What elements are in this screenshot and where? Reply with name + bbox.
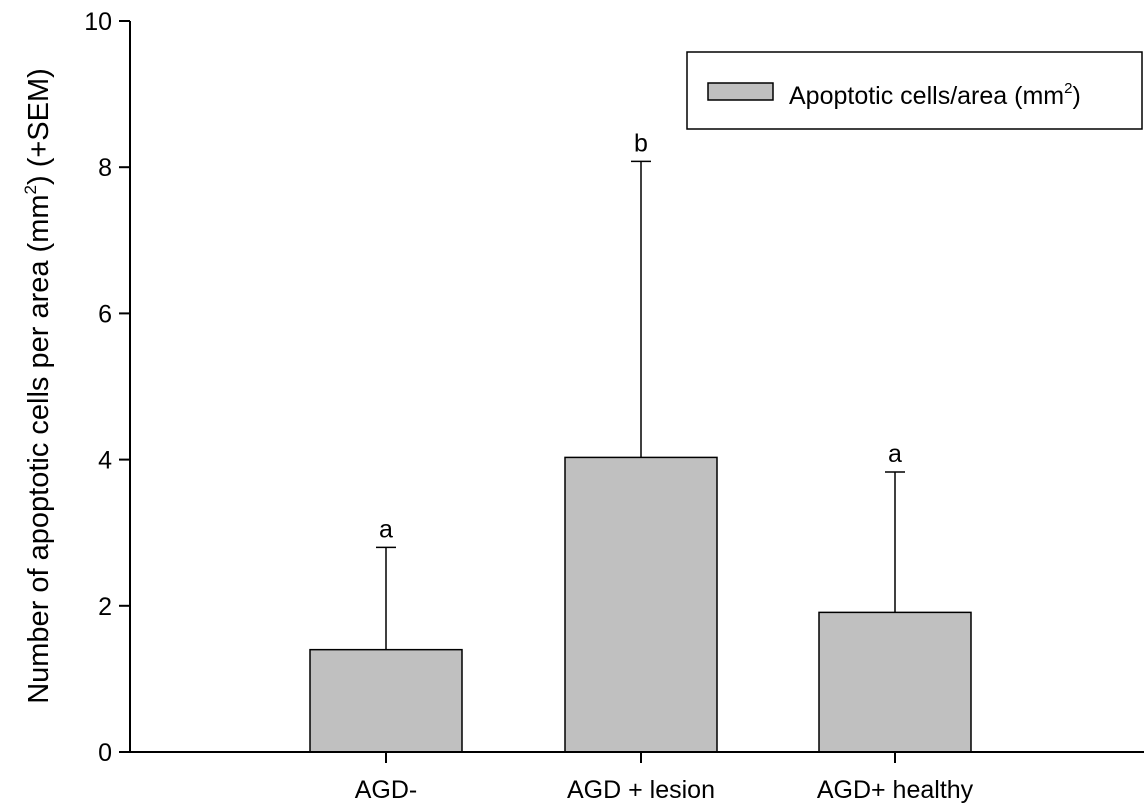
y-tick-label: 10 [84, 8, 112, 36]
y-tick-label: 2 [98, 593, 112, 621]
legend-swatch [707, 82, 774, 101]
y-tick-label: 4 [98, 447, 112, 475]
significance-label: a [888, 440, 902, 468]
bar [818, 611, 972, 753]
significance-label: a [379, 515, 393, 543]
significance-label: b [634, 129, 648, 157]
y-axis-label: Number of apoptotic cells per area (mm2)… [21, 68, 55, 704]
legend: Apoptotic cells/area (mm2) [686, 51, 1143, 130]
bar [309, 648, 463, 753]
x-tick-label: AGD + lesion [567, 776, 715, 804]
legend-label: Apoptotic cells/area (mm2) [789, 80, 1081, 110]
plot-area: 0 2 4 6 8 10 a AGD-b AGD + lesion a AGD+ healthy [84, 8, 973, 804]
y-tick-label: 6 [98, 300, 112, 328]
bar [564, 456, 718, 753]
y-tick-label: 0 [98, 739, 112, 767]
x-tick-label: AGD+ healthy [817, 776, 974, 804]
x-tick-label: AGD- [355, 776, 418, 804]
y-tick-label: 8 [98, 154, 112, 182]
